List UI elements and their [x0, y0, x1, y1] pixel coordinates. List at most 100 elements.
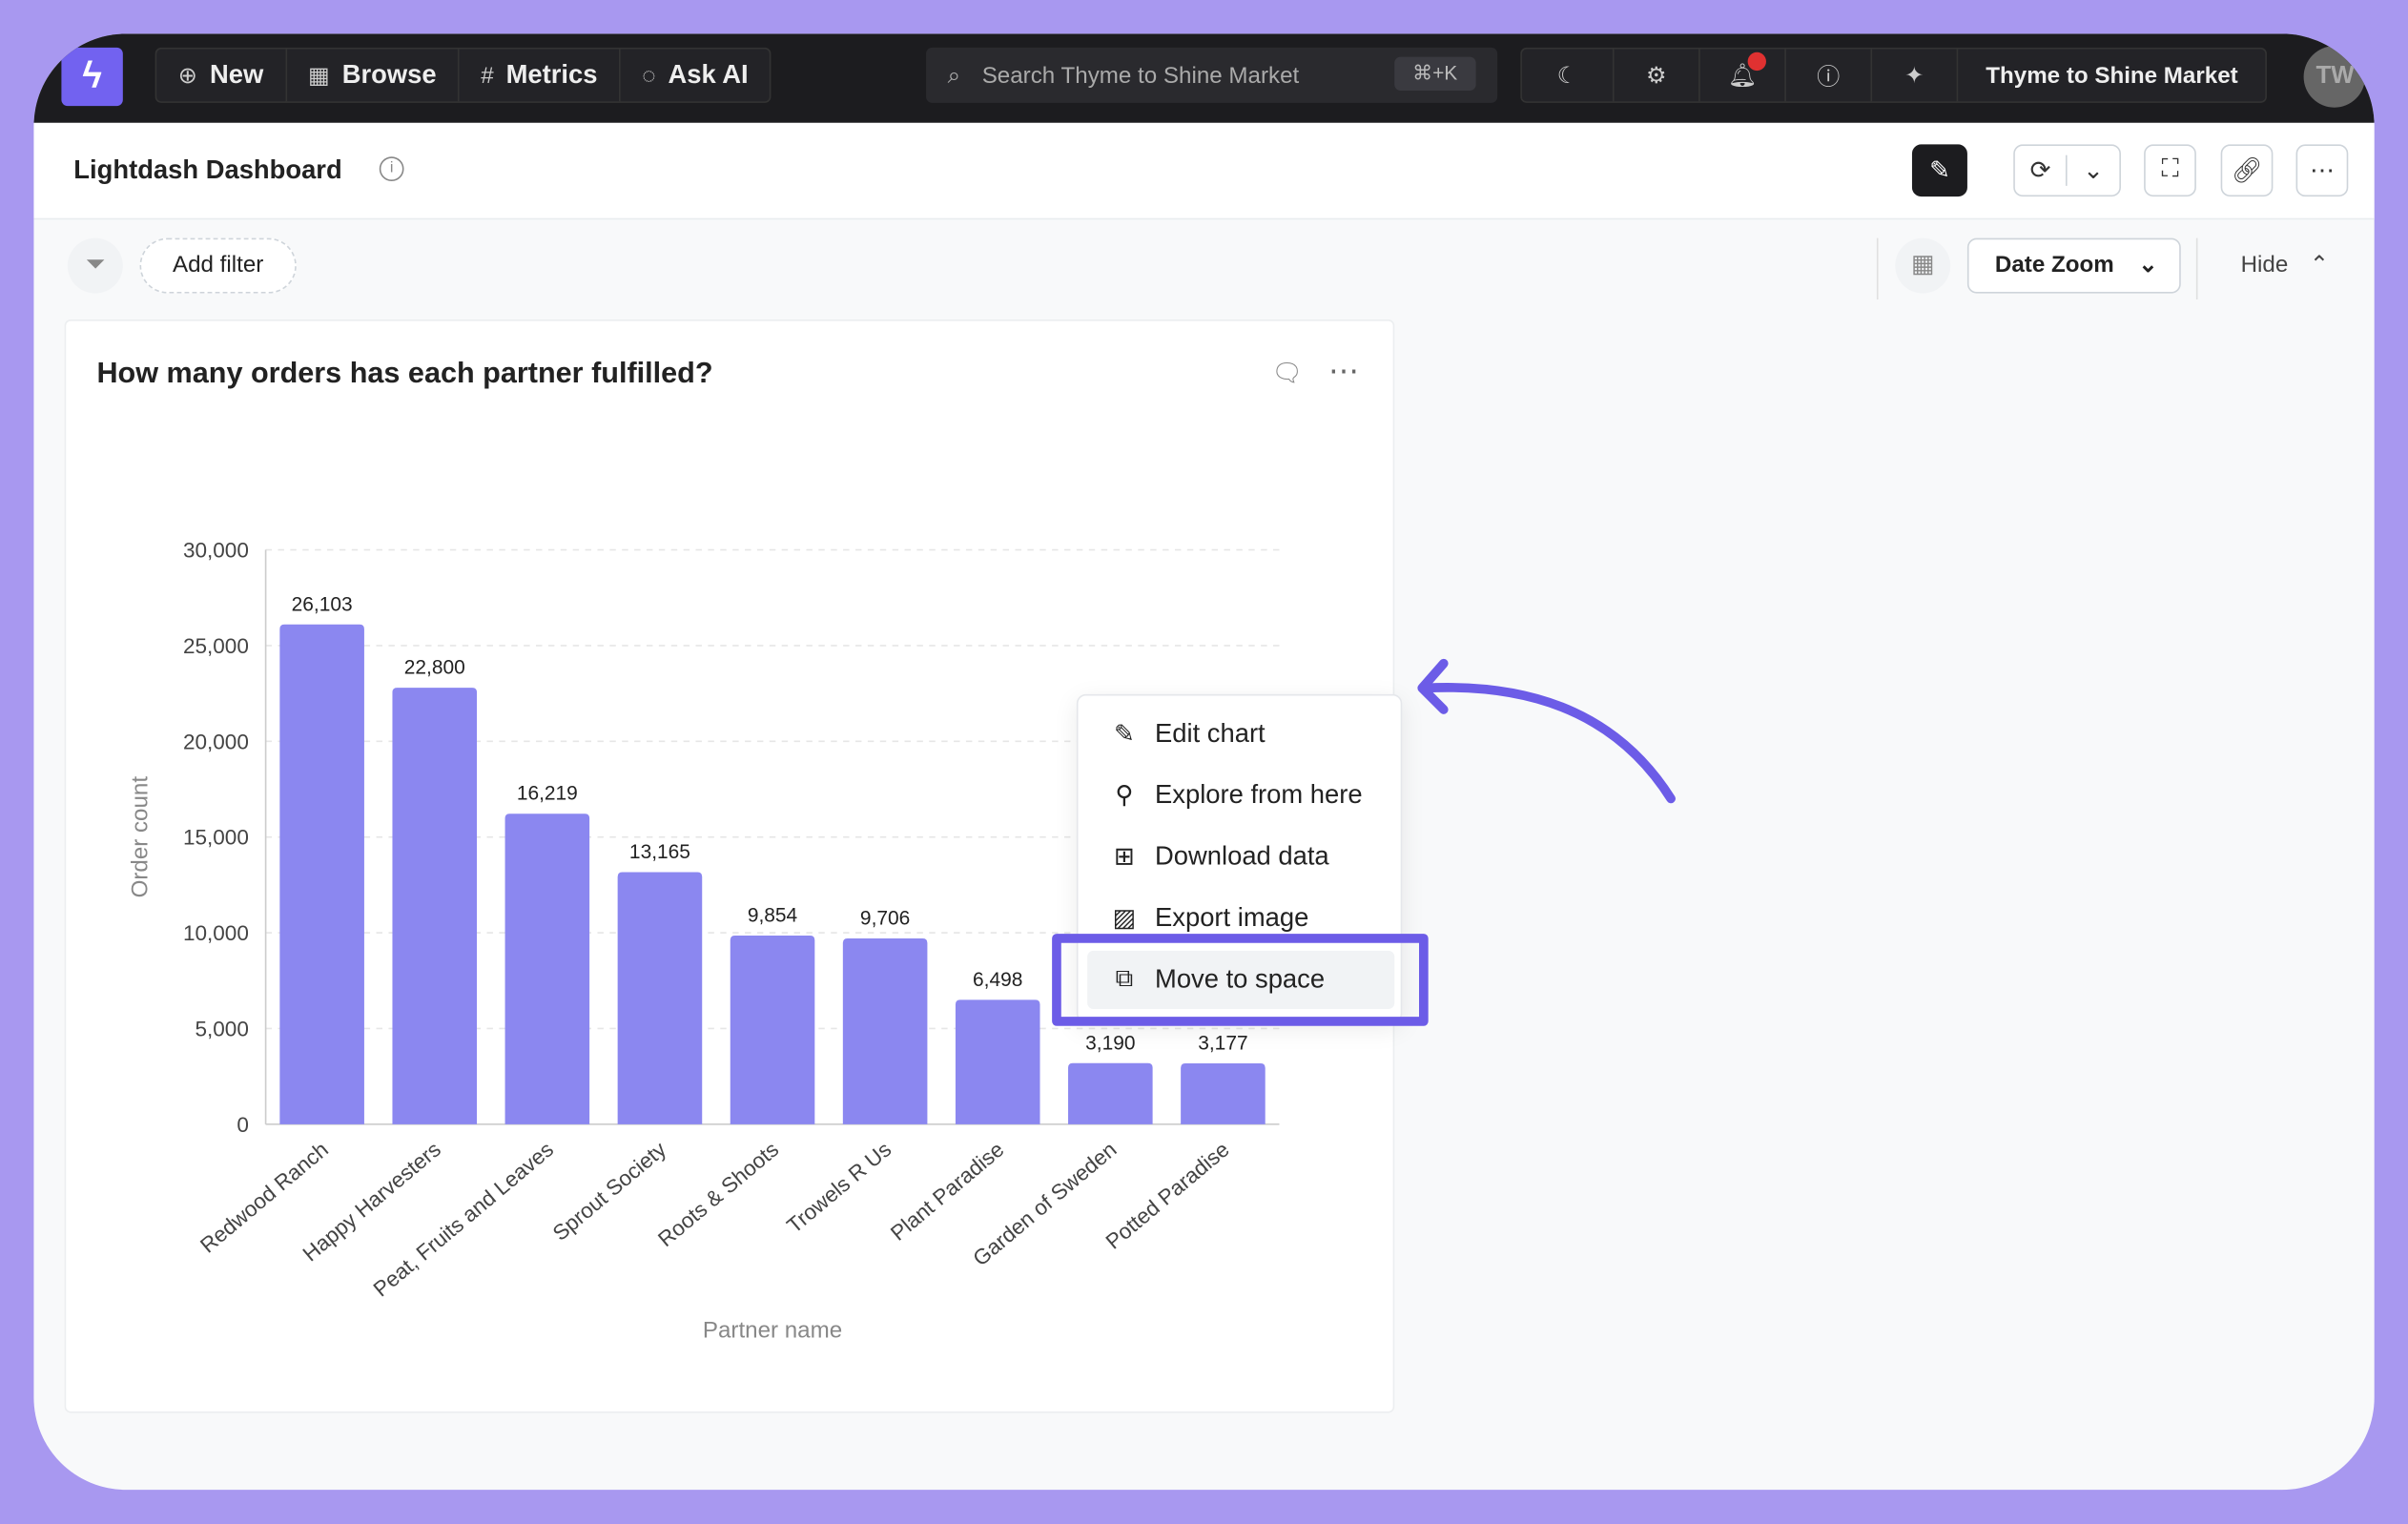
fullscreen-button[interactable]: ⛶ [2144, 144, 2196, 197]
link-icon: 🔗︎ [2231, 157, 2263, 185]
data-label: 9,854 [748, 904, 798, 926]
calendar-icon[interactable]: ▦ [1895, 237, 1951, 294]
comment-icon[interactable]: 🗨︎ [1271, 360, 1304, 387]
avatar[interactable]: TW [2303, 46, 2366, 108]
dark-mode-button[interactable]: ☾ [1522, 49, 1615, 102]
x-tick-label: Trowels R Us [782, 1137, 895, 1238]
y-tick-label: 10,000 [183, 921, 249, 945]
date-zoom-select[interactable]: Date Zoom ⌄ [1966, 237, 2181, 294]
copy-icon: ⧉ [1115, 965, 1134, 993]
y-axis-title: Order count [128, 776, 154, 898]
y-tick-label: 0 [237, 1113, 249, 1137]
gear-icon: ⚙ [1645, 63, 1667, 90]
menu-label: Export image [1155, 902, 1309, 933]
nav-group: ⊕ New ▦ Browse # Metrics ◌ Ask AI [154, 47, 772, 103]
nav-label: Ask AI [668, 59, 749, 90]
x-tick-label: Sprout Society [548, 1137, 671, 1246]
menu-label: Edit chart [1155, 718, 1266, 749]
settings-button[interactable]: ⚙ [1615, 49, 1700, 102]
dashboard-header: Lightdash Dashboard i ✎ ⟳ ⌄ ⛶ 🔗︎ ⋯ [33, 122, 2375, 220]
notifications-button[interactable]: 🔔︎ [1700, 49, 1786, 102]
bar[interactable] [617, 872, 703, 1124]
y-tick-label: 5,000 [195, 1017, 248, 1040]
bar[interactable] [955, 999, 1040, 1124]
project-name: Thyme to Shine Market [1986, 62, 2238, 89]
search-input[interactable]: ⌕ Search Thyme to Shine Market ⌘+K [926, 47, 1498, 103]
refresh-icon: ⟳ [2015, 154, 2068, 186]
filter-icon[interactable]: ⏷ [67, 237, 123, 294]
share-link-button[interactable]: 🔗︎ [2220, 144, 2274, 197]
hash-icon: # [481, 62, 494, 89]
tile-menu: ✎ Edit chart ⚲ Explore from here ⊞ Download… [1076, 693, 1403, 1023]
menu-label: Move to space [1155, 964, 1326, 994]
data-label: 13,165 [629, 841, 690, 863]
data-label: 9,706 [860, 907, 910, 929]
search-icon: ⌕ [947, 62, 961, 89]
bar[interactable] [730, 935, 815, 1124]
plus-circle-icon: ⊕ [177, 63, 198, 90]
bar[interactable] [392, 688, 478, 1124]
menu-item-download-data[interactable]: ⊞ Download data [1087, 828, 1394, 886]
ai-sparkle-button[interactable]: ✦ [1872, 49, 1959, 102]
chevron-down-icon: ⌄ [2138, 252, 2158, 278]
notification-dot [1747, 51, 1766, 72]
nav-label: New [209, 59, 264, 90]
x-tick-label: Peat, Fruits and Leaves [369, 1137, 558, 1301]
telescope-icon: ⚲ [1115, 783, 1134, 810]
menu-item-edit-chart[interactable]: ✎ Edit chart [1087, 705, 1394, 763]
tile-menu-button[interactable]: ⋯ [1327, 355, 1360, 389]
bar[interactable] [1068, 1062, 1153, 1124]
ai-chat-icon: ◌ [642, 62, 656, 89]
bar[interactable] [504, 813, 590, 1124]
y-tick-label: 25,000 [183, 634, 249, 658]
edit-button[interactable]: ✎ [1911, 144, 1967, 197]
nav-label: Metrics [505, 59, 598, 90]
nav-tools: ☾ ⚙ 🔔︎ ⓘ ✦ Thyme to Shine Market [1520, 47, 2268, 103]
data-label: 3,190 [1085, 1032, 1135, 1054]
data-label: 6,498 [973, 969, 1022, 991]
bar[interactable] [842, 937, 928, 1124]
help-icon: ⓘ [1817, 63, 1841, 91]
bar-chart: 0 5,000 10,000 15,000 20,000 25,000 30,000 26,1… [128, 539, 1280, 1344]
refresh-button[interactable]: ⟳ ⌄ [2013, 144, 2121, 197]
nav-ask-ai[interactable]: ◌ Ask AI [621, 50, 771, 102]
data-label: 26,103 [292, 593, 353, 615]
lightdash-logo-icon[interactable]: ϟ [61, 47, 123, 107]
x-tick-label: Roots & Shoots [653, 1137, 783, 1251]
menu-label: Explore from here [1155, 780, 1363, 810]
menu-item-move-to-space[interactable]: ⧉ Move to space [1087, 950, 1395, 1010]
bar[interactable] [1181, 1063, 1266, 1124]
sparkle-icon: ✦ [1904, 63, 1924, 90]
file-edit-icon: ✎ [1114, 721, 1135, 749]
data-label: 22,800 [404, 657, 465, 679]
hide-filters-button[interactable]: Hide ⌃ [2241, 238, 2349, 294]
hide-label: Hide [2240, 252, 2289, 278]
more-icon: ⋯ [2310, 157, 2335, 185]
menu-item-explore[interactable]: ⚲ Explore from here [1087, 767, 1394, 825]
help-button[interactable]: ⓘ [1786, 49, 1873, 102]
nav-new[interactable]: ⊕ New [156, 49, 287, 102]
chart-title: How many orders has each partner fulfill… [96, 358, 713, 391]
page-title: Lightdash Dashboard [73, 154, 342, 185]
date-zoom-label: Date Zoom [1994, 252, 2114, 278]
app-window: ϟ ⊕ New ▦ Browse # Metrics ◌ Ask AI ⌕ Search … [33, 33, 2375, 1491]
highlight-box [1052, 934, 1429, 1026]
chart-tile: How many orders has each partner fulfill… [64, 319, 1429, 1413]
data-label: 16,219 [517, 783, 578, 805]
project-switcher[interactable]: Thyme to Shine Market [1958, 50, 2265, 102]
nav-browse[interactable]: ▦ Browse [286, 49, 460, 102]
y-tick-label: 15,000 [183, 826, 249, 850]
add-filter-button[interactable]: Add filter [139, 237, 297, 294]
nav-metrics[interactable]: # Metrics [460, 49, 621, 102]
image-icon: ▨ [1112, 906, 1136, 933]
x-axis-title: Partner name [703, 1318, 842, 1344]
more-button[interactable]: ⋯ [2295, 144, 2349, 197]
bar[interactable] [279, 624, 364, 1124]
menu-label: Download data [1155, 841, 1329, 872]
nav-label: Browse [341, 59, 437, 90]
chevron-down-icon[interactable]: ⌄ [2083, 157, 2104, 185]
menu-item-export-image[interactable]: ▨ Export image [1087, 889, 1394, 947]
fullscreen-icon: ⛶ [2161, 156, 2179, 183]
info-icon[interactable]: i [379, 156, 404, 182]
divider [2195, 237, 2198, 300]
